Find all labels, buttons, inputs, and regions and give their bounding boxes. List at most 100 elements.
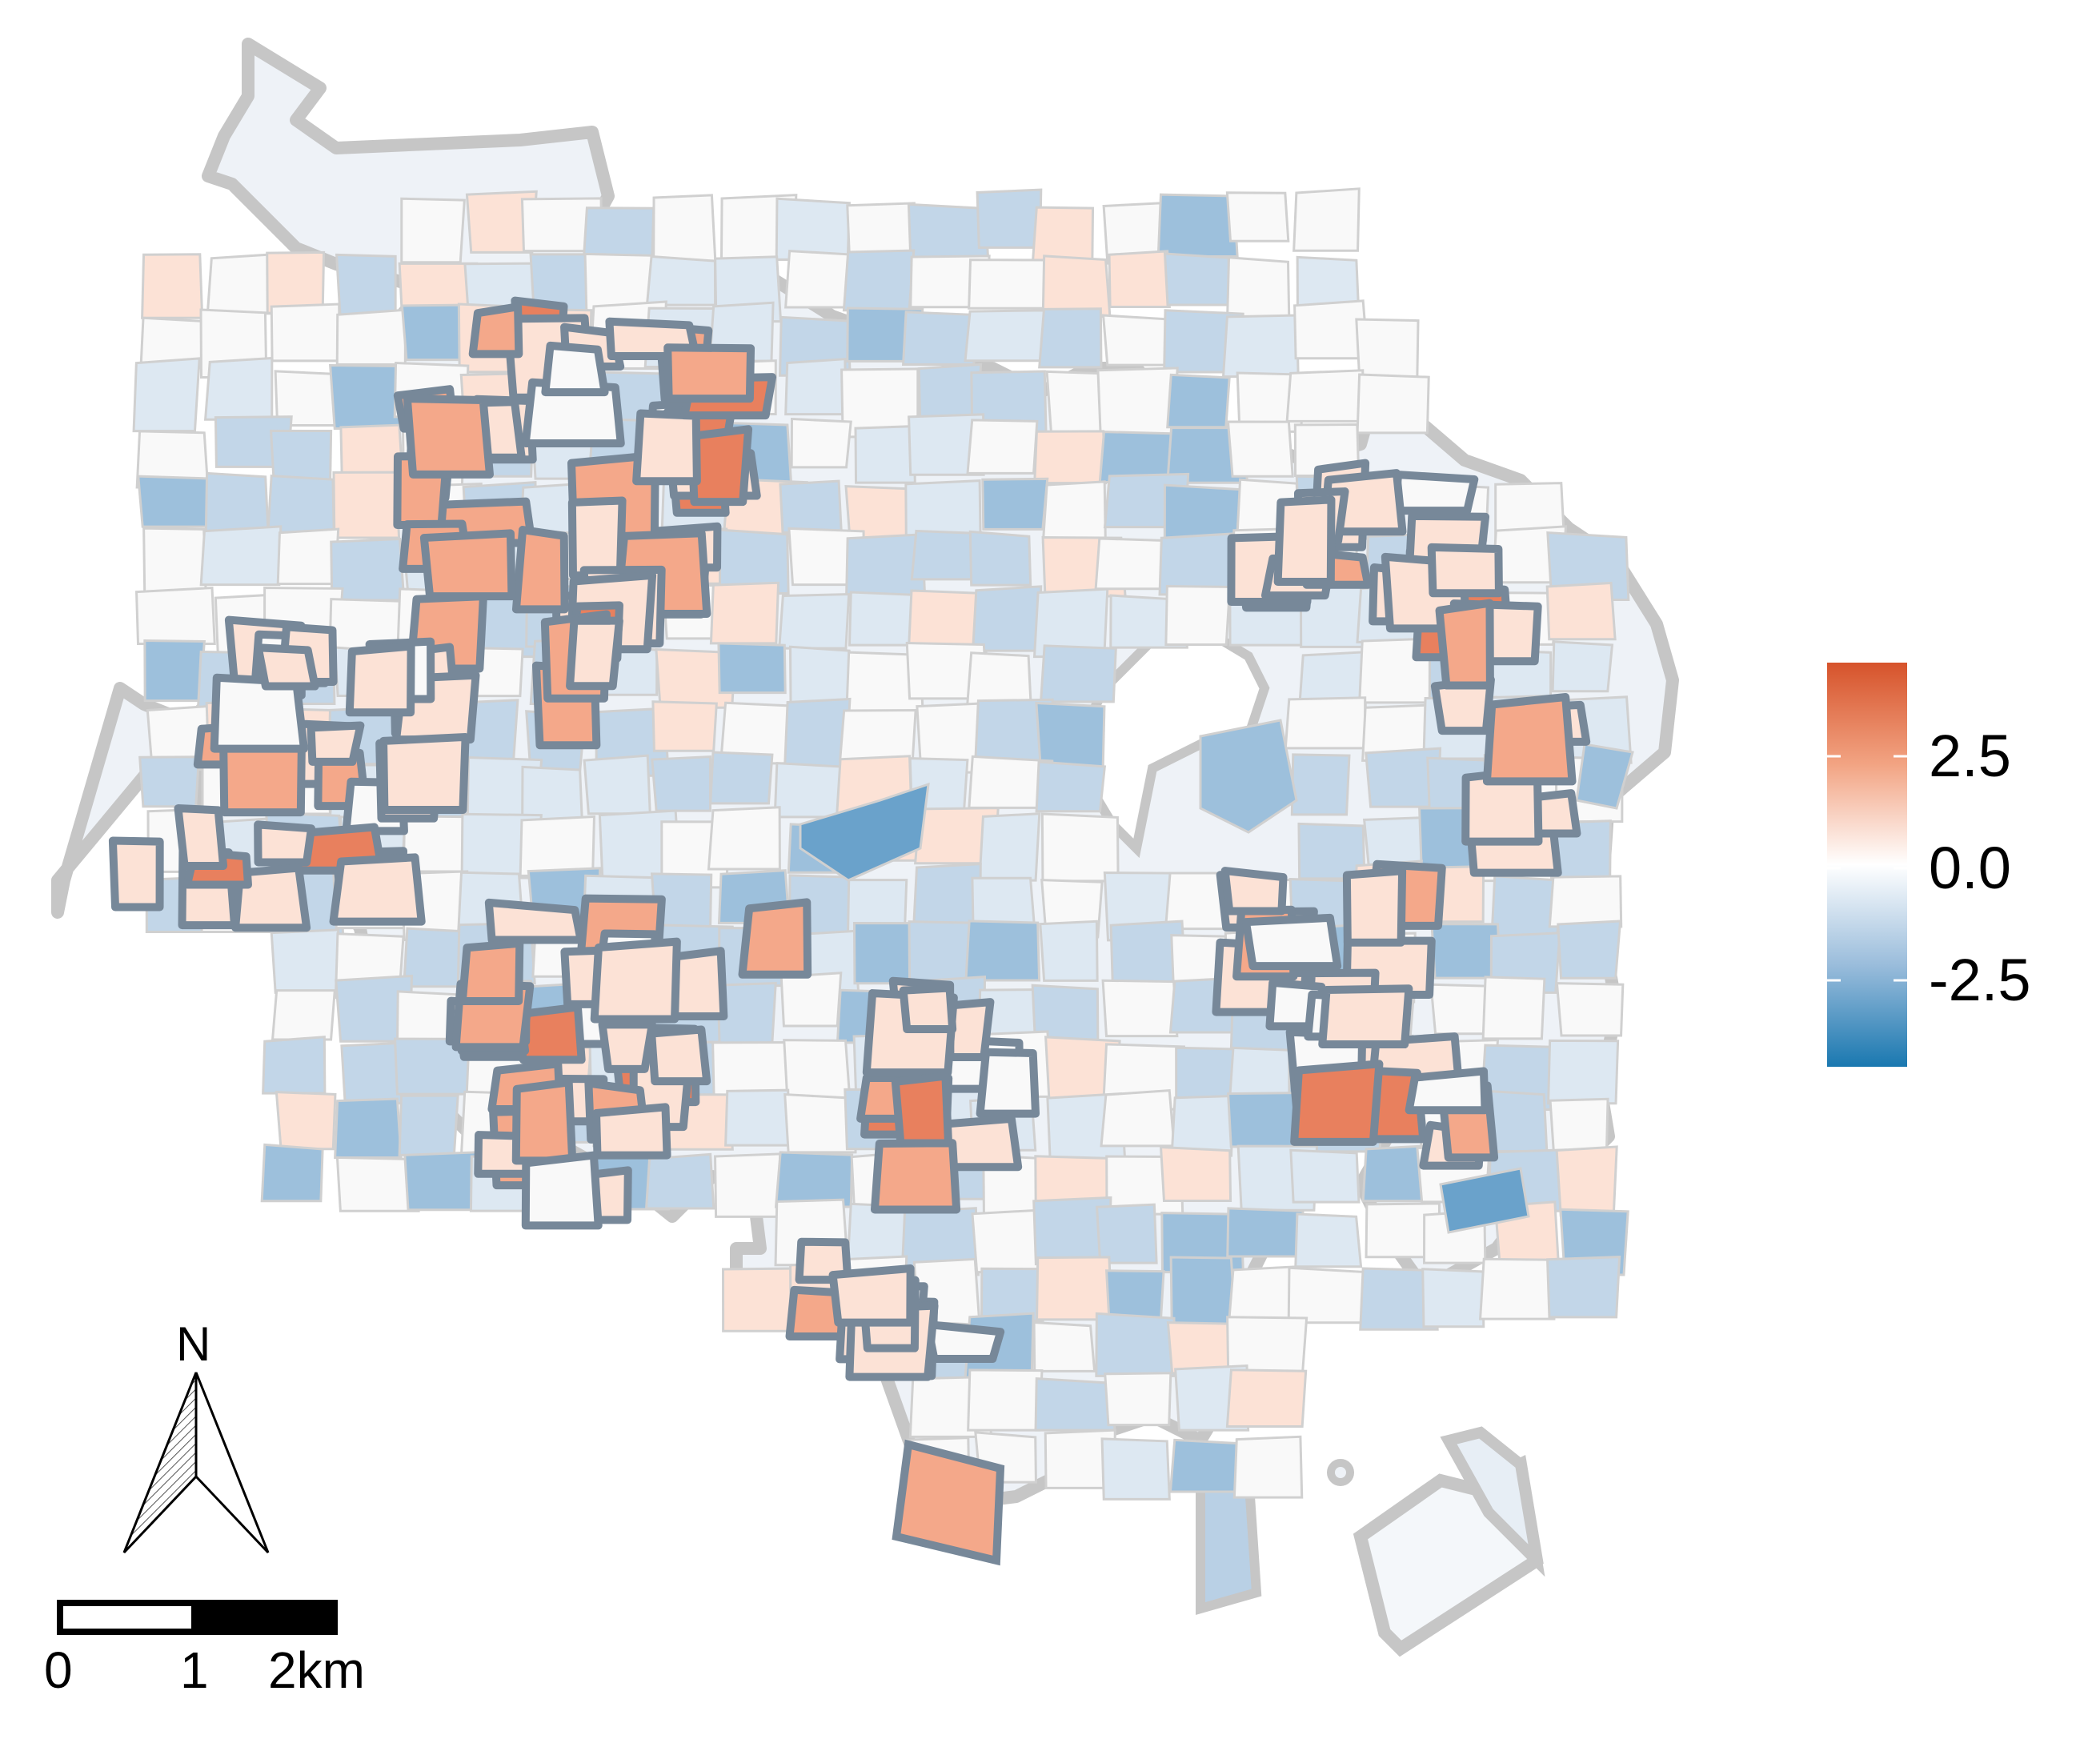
tract	[1199, 719, 1298, 834]
tract	[790, 417, 852, 469]
tract	[141, 253, 204, 319]
legend	[1827, 663, 1907, 1067]
tract	[334, 1097, 403, 1159]
tract	[1292, 187, 1361, 252]
tract	[1355, 318, 1420, 383]
legend-tick-label: -2.5	[1929, 947, 2031, 1013]
highlighted-tract	[1273, 495, 1336, 587]
tract	[964, 309, 1046, 363]
highlighted-tract	[870, 1139, 961, 1214]
scale-bar-black-segment	[191, 1600, 338, 1635]
tract	[138, 755, 201, 808]
tract	[1163, 252, 1232, 307]
tract	[842, 249, 916, 312]
tract	[1226, 420, 1294, 478]
highlighted-tract	[419, 529, 516, 601]
tract	[652, 194, 717, 266]
tract	[981, 477, 1049, 531]
tract	[1478, 1257, 1557, 1320]
tract	[134, 586, 216, 645]
highlighted-tract	[345, 642, 415, 717]
tract	[1035, 760, 1107, 813]
tract	[262, 1036, 327, 1095]
tract	[143, 639, 206, 703]
highlighted-tract	[254, 820, 316, 867]
highlighted-tract	[738, 898, 812, 979]
tract	[270, 303, 341, 363]
tract	[270, 429, 333, 484]
highlighted-tract	[828, 1264, 915, 1327]
tract	[1225, 191, 1290, 242]
tract	[1096, 367, 1179, 439]
tract	[1551, 640, 1614, 693]
highlighted-tract	[566, 616, 623, 691]
highlighted-tract	[891, 1072, 953, 1148]
legend-colorbar	[1827, 663, 1907, 1067]
tract	[724, 1088, 791, 1147]
tract	[1033, 430, 1107, 485]
tract	[978, 812, 1041, 882]
highlighted-tract	[1482, 692, 1577, 786]
tract	[1164, 584, 1232, 647]
tract	[1041, 480, 1107, 544]
highlighted-tract	[1427, 543, 1503, 598]
highlighted-tract	[892, 1439, 1005, 1566]
tract	[132, 357, 201, 433]
tract	[1547, 1039, 1620, 1105]
tract	[270, 928, 340, 994]
highlighted-tract	[108, 836, 164, 912]
north-arrow	[122, 1372, 270, 1554]
tract	[1104, 1372, 1172, 1427]
highlighted-tract	[403, 395, 494, 479]
tract	[1038, 307, 1103, 369]
tract	[709, 581, 780, 645]
tract	[519, 815, 596, 877]
tract	[203, 356, 274, 421]
tract	[651, 755, 711, 812]
tract	[1032, 1320, 1096, 1372]
tract	[1035, 701, 1106, 770]
tract	[271, 989, 336, 1041]
tract	[1439, 1167, 1530, 1234]
tract	[583, 754, 651, 815]
tract	[1034, 1377, 1116, 1432]
tract	[199, 525, 283, 587]
highlighted-tract	[511, 1078, 577, 1165]
tract	[645, 254, 717, 307]
highlighted-tract	[1342, 867, 1407, 947]
tract	[1545, 581, 1617, 641]
tract	[1036, 1256, 1114, 1321]
tract	[1095, 1312, 1176, 1377]
tract	[904, 479, 982, 538]
tract	[1166, 373, 1231, 429]
highlighted-tract	[231, 863, 311, 932]
highlighted-tract	[591, 1103, 671, 1160]
tract	[1294, 1212, 1363, 1268]
tract	[1039, 644, 1117, 703]
tract	[717, 642, 787, 695]
scale-label-1: 1	[180, 1641, 209, 1699]
legend-tick-label: 2.5	[1929, 723, 2011, 789]
tract	[968, 530, 1032, 587]
tract	[1156, 193, 1239, 258]
tract	[465, 190, 538, 254]
highlighted-tract	[1405, 1067, 1489, 1115]
tract	[1549, 1097, 1609, 1155]
tract	[968, 258, 1048, 310]
highlighted-tract	[541, 341, 609, 397]
tract	[1289, 1148, 1361, 1204]
north-label: N	[176, 1317, 211, 1371]
legend-tick-label: 0.0	[1929, 835, 2011, 901]
tract	[1285, 369, 1365, 423]
tract	[976, 188, 1043, 249]
highlighted-tract	[468, 303, 523, 359]
tract	[1095, 1203, 1158, 1264]
tract	[854, 425, 916, 484]
tract	[964, 920, 1041, 982]
highlighted-tract	[663, 343, 755, 403]
tract	[276, 527, 340, 586]
highlighted-tract	[329, 853, 426, 926]
tract	[779, 972, 843, 1028]
tract	[1287, 1266, 1369, 1324]
